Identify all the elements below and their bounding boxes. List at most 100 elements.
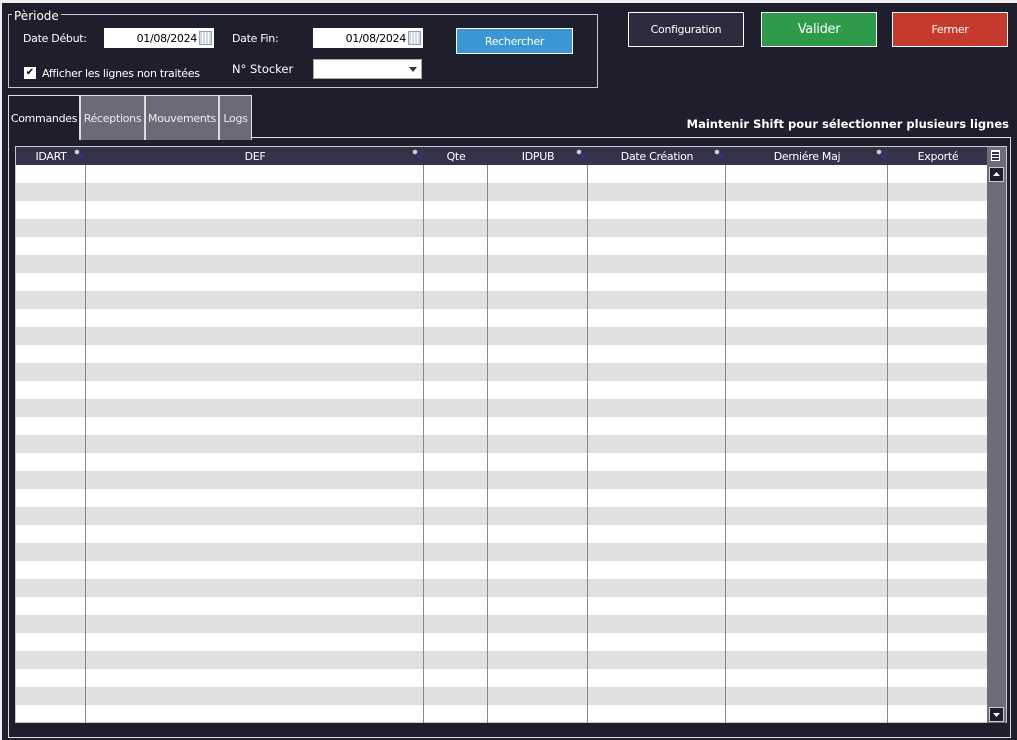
table-cell[interactable] xyxy=(726,435,888,453)
column-header-derni-re-maj[interactable]: Derniére Maj xyxy=(726,147,888,165)
configuration-button[interactable]: Configuration xyxy=(628,12,744,47)
table-row[interactable] xyxy=(16,381,988,399)
table-cell[interactable] xyxy=(488,255,588,273)
table-cell[interactable] xyxy=(888,255,988,273)
table-cell[interactable] xyxy=(588,633,726,651)
table-cell[interactable] xyxy=(588,219,726,237)
table-cell[interactable] xyxy=(588,507,726,525)
table-cell[interactable] xyxy=(488,165,588,183)
table-cell[interactable] xyxy=(726,471,888,489)
table-cell[interactable] xyxy=(488,417,588,435)
table-cell[interactable] xyxy=(888,633,988,651)
table-cell[interactable] xyxy=(16,543,86,561)
table-cell[interactable] xyxy=(424,237,488,255)
column-header-def[interactable]: DEF xyxy=(86,147,424,165)
column-header-qte[interactable]: Qte xyxy=(424,147,488,165)
column-header-export-[interactable]: Exporté xyxy=(888,147,988,165)
table-cell[interactable] xyxy=(588,669,726,687)
table-cell[interactable] xyxy=(488,435,588,453)
table-cell[interactable] xyxy=(86,417,424,435)
table-cell[interactable] xyxy=(588,327,726,345)
table-cell[interactable] xyxy=(86,633,424,651)
table-cell[interactable] xyxy=(424,327,488,345)
tab-logs[interactable]: Logs xyxy=(219,95,252,140)
table-cell[interactable] xyxy=(16,327,86,345)
table-cell[interactable] xyxy=(588,489,726,507)
table-cell[interactable] xyxy=(86,687,424,705)
table-cell[interactable] xyxy=(488,183,588,201)
table-cell[interactable] xyxy=(424,291,488,309)
table-cell[interactable] xyxy=(888,435,988,453)
table-cell[interactable] xyxy=(726,183,888,201)
table-cell[interactable] xyxy=(588,561,726,579)
table-cell[interactable] xyxy=(488,219,588,237)
table-cell[interactable] xyxy=(16,651,86,669)
table-row[interactable] xyxy=(16,507,988,525)
table-cell[interactable] xyxy=(424,669,488,687)
table-cell[interactable] xyxy=(86,327,424,345)
table-cell[interactable] xyxy=(888,417,988,435)
table-cell[interactable] xyxy=(488,507,588,525)
table-cell[interactable] xyxy=(888,489,988,507)
table-cell[interactable] xyxy=(488,525,588,543)
table-cell[interactable] xyxy=(726,327,888,345)
table-cell[interactable] xyxy=(888,327,988,345)
date-fin-input[interactable]: 01/08/2024 xyxy=(313,28,423,48)
table-row[interactable] xyxy=(16,597,988,615)
table-cell[interactable] xyxy=(588,183,726,201)
table-cell[interactable] xyxy=(86,489,424,507)
table-row[interactable] xyxy=(16,471,988,489)
stocker-select[interactable] xyxy=(313,59,422,79)
table-cell[interactable] xyxy=(424,597,488,615)
table-cell[interactable] xyxy=(16,399,86,417)
table-cell[interactable] xyxy=(16,291,86,309)
table-cell[interactable] xyxy=(16,507,86,525)
table-row[interactable] xyxy=(16,399,988,417)
rechercher-button[interactable]: Rechercher xyxy=(456,28,573,54)
table-cell[interactable] xyxy=(588,291,726,309)
table-cell[interactable] xyxy=(726,651,888,669)
column-header-date-cr-ation[interactable]: Date Création xyxy=(588,147,726,165)
table-cell[interactable] xyxy=(16,669,86,687)
table-cell[interactable] xyxy=(16,579,86,597)
table-cell[interactable] xyxy=(726,219,888,237)
table-cell[interactable] xyxy=(16,309,86,327)
table-cell[interactable] xyxy=(726,687,888,705)
search-icon[interactable] xyxy=(714,149,724,159)
vertical-scrollbar[interactable] xyxy=(987,147,1006,723)
table-row[interactable] xyxy=(16,615,988,633)
table-cell[interactable] xyxy=(588,381,726,399)
table-cell[interactable] xyxy=(86,525,424,543)
table-cell[interactable] xyxy=(424,201,488,219)
table-cell[interactable] xyxy=(16,165,86,183)
table-cell[interactable] xyxy=(16,381,86,399)
table-cell[interactable] xyxy=(888,597,988,615)
table-cell[interactable] xyxy=(726,543,888,561)
table-cell[interactable] xyxy=(488,561,588,579)
date-debut-input[interactable]: 01/08/2024 xyxy=(104,28,214,48)
table-cell[interactable] xyxy=(588,471,726,489)
column-header-idpub[interactable]: IDPUB xyxy=(488,147,588,165)
table-cell[interactable] xyxy=(888,615,988,633)
table-cell[interactable] xyxy=(588,363,726,381)
table-cell[interactable] xyxy=(588,273,726,291)
table-cell[interactable] xyxy=(424,705,488,723)
table-row[interactable] xyxy=(16,183,988,201)
table-cell[interactable] xyxy=(86,399,424,417)
chevron-down-icon[interactable] xyxy=(409,67,417,76)
table-cell[interactable] xyxy=(86,273,424,291)
table-cell[interactable] xyxy=(888,399,988,417)
table-cell[interactable] xyxy=(888,687,988,705)
table-cell[interactable] xyxy=(726,597,888,615)
table-row[interactable] xyxy=(16,219,988,237)
table-cell[interactable] xyxy=(488,309,588,327)
search-icon[interactable] xyxy=(412,149,422,159)
table-cell[interactable] xyxy=(888,705,988,723)
table-cell[interactable] xyxy=(726,291,888,309)
table-cell[interactable] xyxy=(424,309,488,327)
table-cell[interactable] xyxy=(16,597,86,615)
table-cell[interactable] xyxy=(588,597,726,615)
table-row[interactable] xyxy=(16,309,988,327)
table-cell[interactable] xyxy=(488,705,588,723)
table-cell[interactable] xyxy=(888,471,988,489)
